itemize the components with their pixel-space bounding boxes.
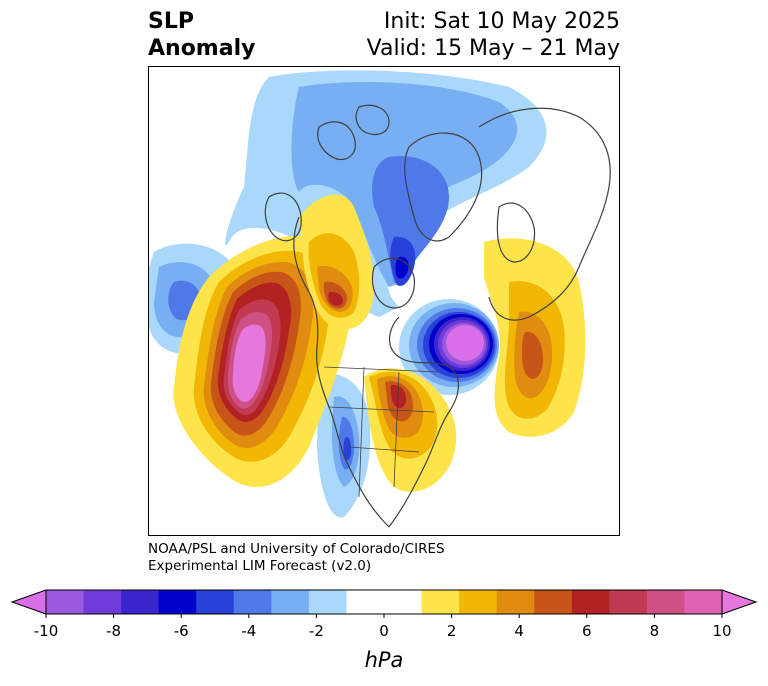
colorbar-tick-label: 10	[712, 622, 731, 640]
colorbar-swatches	[46, 590, 723, 614]
colorbar-swatch	[384, 590, 423, 614]
colorbar-swatch	[571, 590, 610, 614]
credit-text: NOAA/PSL and University of Colorado/CIRE…	[148, 541, 445, 575]
anomaly-map	[148, 66, 620, 536]
colorbar-swatch	[646, 590, 685, 614]
europe-high	[484, 238, 586, 437]
pacific-high-center	[232, 324, 266, 402]
colorbar-tick-label: -8	[106, 622, 121, 640]
atlantic-low-center	[446, 325, 484, 361]
colorbar-tick-label: 4	[514, 622, 524, 640]
colorbar: -10 -8 -6 -4 -2 0 2 4 6 8 10	[10, 589, 758, 640]
colorbar-over-arrow	[721, 589, 758, 615]
colorbar-tick-label: -6	[174, 622, 189, 640]
colorbar-swatch	[233, 590, 272, 614]
valid-dates: Valid: 15 May – 21 May	[366, 36, 620, 61]
scandinavia	[496, 202, 536, 263]
credit-line-2: Experimental LIM Forecast (v2.0)	[148, 558, 372, 574]
greenland	[404, 132, 483, 242]
us-low-center	[343, 436, 352, 461]
us-border	[323, 366, 440, 498]
hudson-bay	[371, 257, 416, 309]
colorbar-tick-label: 0	[379, 622, 389, 640]
colorbar-swatch	[346, 590, 385, 614]
negative-anomaly-field	[149, 70, 547, 518]
colorbar-unit-label: hPa	[364, 648, 404, 672]
colorbar-swatch	[196, 590, 235, 614]
colorbar-tick-label: 6	[582, 622, 592, 640]
colorbar-tick-label: -10	[34, 622, 59, 640]
colorbar-ticks: -10 -8 -6 -4 -2 0 2 4 6 8 10	[34, 614, 732, 640]
title-line-2: Anomaly	[148, 36, 256, 61]
canada-ridge-center	[328, 291, 343, 306]
colorbar-tick-label: 2	[447, 622, 457, 640]
colorbar-swatch	[121, 590, 160, 614]
colorbar-swatch	[308, 590, 347, 614]
alaska	[264, 192, 302, 242]
eastern-high-center	[390, 384, 407, 409]
coastlines	[264, 104, 611, 528]
pacific-high	[173, 236, 355, 487]
eastern-us-high	[364, 368, 457, 492]
colorbar-swatch	[534, 590, 573, 614]
canada-ridge	[299, 194, 374, 330]
colorbar-swatch	[684, 590, 723, 614]
north-america-west-coast	[293, 216, 390, 528]
colorbar-tick-label: 8	[650, 622, 660, 640]
colorbar-swatch	[421, 590, 460, 614]
forecast-dates: Init: Sat 10 May 2025 Valid: 15 May – 21…	[367, 8, 620, 62]
title-line-1: SLP	[148, 9, 194, 34]
credit-line-1: NOAA/PSL and University of Colorado/CIRE…	[148, 541, 445, 557]
colorbar-swatch	[158, 590, 197, 614]
colorbar-tick-label: -2	[309, 622, 324, 640]
colorbar-swatch	[271, 590, 310, 614]
north-america-east-coast	[388, 316, 459, 528]
colorbar-swatch	[609, 590, 648, 614]
colorbar-tick-label: -4	[241, 622, 256, 640]
eurasia-coast	[478, 107, 611, 321]
arctic-archipelago	[317, 104, 390, 161]
colorbar-swatch	[46, 590, 85, 614]
map-canvas	[149, 70, 611, 528]
init-date: Init: Sat 10 May 2025	[383, 9, 620, 34]
colorbar-swatch	[83, 590, 122, 614]
colorbar-under-arrow	[10, 589, 47, 615]
map-title: SLP Anomaly	[148, 8, 255, 62]
colorbar-swatch	[459, 590, 498, 614]
europe-high-center	[522, 331, 543, 379]
colorbar-swatch	[496, 590, 535, 614]
